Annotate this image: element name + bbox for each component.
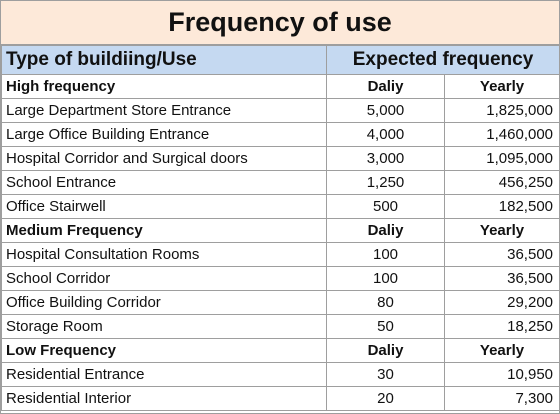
use-cell[interactable]: Storage Room <box>1 314 327 339</box>
daily-cell[interactable]: 500 <box>326 194 445 219</box>
section-row: High frequency Daliy Yearly <box>1 74 560 99</box>
use-cell[interactable]: Office Stairwell <box>1 194 327 219</box>
header-row: Type of buildiing/Use Expected frequency <box>1 45 560 75</box>
section-yearly-label-cell[interactable]: Yearly <box>443 218 560 243</box>
daily-cell[interactable]: 5,000 <box>326 98 445 123</box>
use-cell[interactable]: School Entrance <box>1 170 327 195</box>
section-daily-label-cell[interactable]: Daliy <box>326 338 445 363</box>
sheet-title: Frequency of use <box>1 1 559 45</box>
yearly-cell[interactable]: 1,825,000 <box>443 98 560 123</box>
daily-cell[interactable]: 4,000 <box>326 122 445 147</box>
header-expected-cell[interactable]: Expected frequency <box>325 45 560 75</box>
table-body: Type of buildiing/Use Expected frequency… <box>1 45 560 411</box>
yearly-cell[interactable]: 182,500 <box>443 194 560 219</box>
table-row: School Entrance 1,250 456,250 <box>1 170 560 195</box>
daily-cell[interactable]: 20 <box>326 386 445 411</box>
use-cell[interactable]: School Corridor <box>1 266 327 291</box>
yearly-cell[interactable]: 1,460,000 <box>443 122 560 147</box>
yearly-cell[interactable]: 18,250 <box>443 314 560 339</box>
use-cell[interactable]: Office Building Corridor <box>1 290 327 315</box>
table-row: School Corridor 100 36,500 <box>1 266 560 291</box>
yearly-cell[interactable]: 36,500 <box>443 242 560 267</box>
table-row: Large Office Building Entrance 4,000 1,460… <box>1 122 560 147</box>
use-cell[interactable]: Large Office Building Entrance <box>1 122 327 147</box>
daily-cell[interactable]: 50 <box>326 314 445 339</box>
section-yearly-label-cell[interactable]: Yearly <box>443 74 560 99</box>
table-row: Office Building Corridor 80 29,200 <box>1 290 560 315</box>
use-cell[interactable]: Hospital Consultation Rooms <box>1 242 327 267</box>
use-cell[interactable]: Residential Entrance <box>1 362 327 387</box>
table-row: Office Stairwell 500 182,500 <box>1 194 560 219</box>
yearly-cell[interactable]: 29,200 <box>443 290 560 315</box>
table-row: Storage Room 50 18,250 <box>1 314 560 339</box>
section-daily-label-cell[interactable]: Daliy <box>326 218 445 243</box>
daily-cell[interactable]: 100 <box>326 266 445 291</box>
table-row: Residential Entrance 30 10,950 <box>1 362 560 387</box>
section-name-cell[interactable]: Low Frequency <box>1 338 327 363</box>
section-yearly-label-cell[interactable]: Yearly <box>443 338 560 363</box>
daily-cell[interactable]: 1,250 <box>326 170 445 195</box>
daily-cell[interactable]: 100 <box>326 242 445 267</box>
table-row: Residential Interior 20 7,300 <box>1 386 560 411</box>
section-row: Medium Frequency Daliy Yearly <box>1 218 560 243</box>
section-row: Low Frequency Daliy Yearly <box>1 338 560 363</box>
table-row: Large Department Store Entrance 5,000 1,82… <box>1 98 560 123</box>
section-name-cell[interactable]: Medium Frequency <box>1 218 327 243</box>
yearly-cell[interactable]: 10,950 <box>443 362 560 387</box>
use-cell[interactable]: Hospital Corridor and Surgical doors <box>1 146 327 171</box>
table-row: Hospital Consultation Rooms 100 36,500 <box>1 242 560 267</box>
yearly-cell[interactable]: 36,500 <box>443 266 560 291</box>
section-daily-label-cell[interactable]: Daliy <box>326 74 445 99</box>
yearly-cell[interactable]: 1,095,000 <box>443 146 560 171</box>
table-row: Hospital Corridor and Surgical doors 3,00… <box>1 146 560 171</box>
use-cell[interactable]: Large Department Store Entrance <box>1 98 327 123</box>
frequency-table: Type of buildiing/Use Expected frequency… <box>1 45 560 411</box>
yearly-cell[interactable]: 7,300 <box>443 386 560 411</box>
daily-cell[interactable]: 80 <box>326 290 445 315</box>
yearly-cell[interactable]: 456,250 <box>443 170 560 195</box>
header-type-cell[interactable]: Type of buildiing/Use <box>1 45 327 75</box>
daily-cell[interactable]: 30 <box>326 362 445 387</box>
daily-cell[interactable]: 3,000 <box>326 146 445 171</box>
use-cell[interactable]: Residential Interior <box>1 386 327 411</box>
section-name-cell[interactable]: High frequency <box>1 74 327 99</box>
